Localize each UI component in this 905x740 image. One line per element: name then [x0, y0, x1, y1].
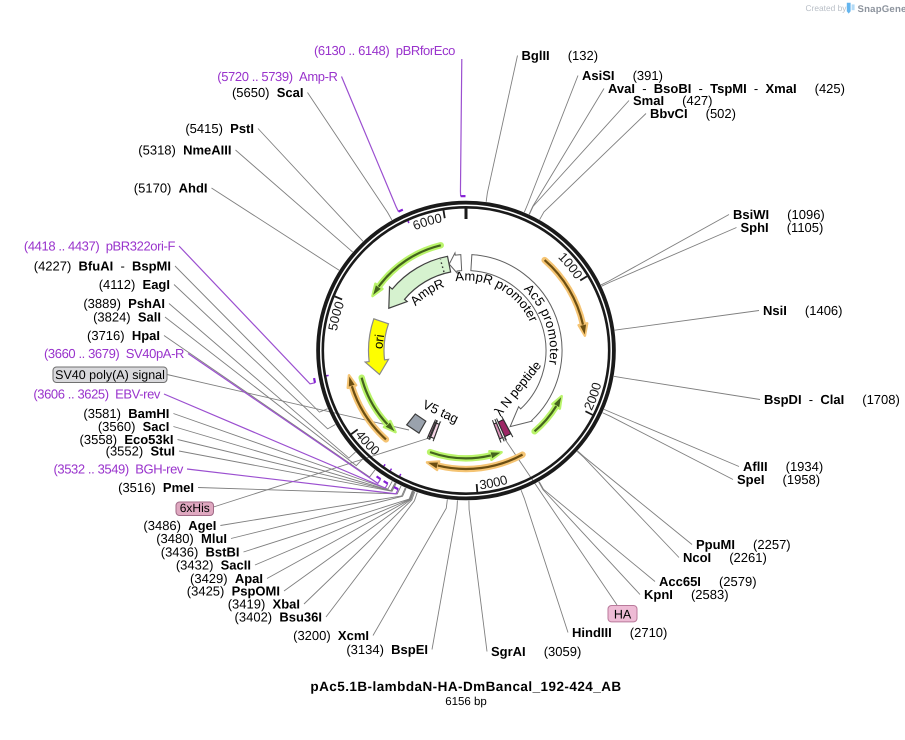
svg-text:(3486) AgeI: (3486) AgeI [143, 518, 216, 533]
svg-text:(5720 .. 5739) Amp-R: (5720 .. 5739) Amp-R [217, 69, 337, 84]
svg-text:pAc5.1B-lambdaN-HA-DmBancal_19: pAc5.1B-lambdaN-HA-DmBancal_192-424_AB [310, 679, 621, 694]
svg-text:(3480) MluI: (3480) MluI [156, 531, 227, 546]
svg-text:(3560) SacI: (3560) SacI [98, 419, 170, 434]
svg-text:(3552) StuI: (3552) StuI [106, 444, 175, 459]
svg-text:(3425) PspOMI: (3425) PspOMI [187, 584, 280, 599]
svg-text:BbvCI (502): BbvCI (502) [650, 106, 736, 121]
svg-text:NsiI (1406): NsiI (1406) [763, 303, 842, 318]
svg-text:(3200) XcmI: (3200) XcmI [293, 628, 369, 643]
svg-text:SnapGene: SnapGene [858, 4, 905, 15]
svg-text:(3429) ApaI: (3429) ApaI [190, 571, 263, 586]
svg-text:Acc65I (2579): Acc65I (2579) [659, 574, 757, 589]
svg-text:(3432) SacII: (3432) SacII [176, 558, 251, 573]
svg-text:AflII (1934): AflII (1934) [743, 459, 823, 474]
svg-text:(6130 .. 6148) pBRforEco: (6130 .. 6148) pBRforEco [314, 43, 455, 58]
svg-text:(4112) EagI: (4112) EagI [99, 277, 170, 292]
svg-text:(3581) BamHI: (3581) BamHI [83, 406, 169, 421]
svg-text:SmaI (427): SmaI (427) [633, 93, 713, 108]
svg-text:PpuMI (2257): PpuMI (2257) [696, 537, 791, 552]
svg-text:(3824) SalI: (3824) SalI [93, 310, 161, 325]
svg-text:5000: 5000 [325, 299, 347, 332]
svg-text:BspDI - ClaI (1708): BspDI - ClaI (1708) [764, 392, 900, 407]
svg-text:(5415) PstI: (5415) PstI [185, 121, 254, 136]
svg-text:(3532 .. 3549) BGH-rev: (3532 .. 3549) BGH-rev [53, 462, 183, 477]
svg-text:(5318) NmeAIII: (5318) NmeAIII [138, 143, 231, 158]
svg-text:ori: ori [370, 333, 387, 349]
svg-text:6156 bp: 6156 bp [445, 696, 487, 708]
svg-text:(3606 .. 3625) EBV-rev: (3606 .. 3625) EBV-rev [33, 387, 161, 402]
svg-text:(3436) BstBI: (3436) BstBI [161, 545, 240, 560]
svg-text:AsiSI (391): AsiSI (391) [582, 68, 663, 83]
svg-text:SpeI (1958): SpeI (1958) [737, 472, 820, 487]
svg-text:SphI (1105): SphI (1105) [741, 220, 824, 235]
svg-text:(3402) Bsu36I: (3402) Bsu36I [235, 610, 322, 625]
svg-text:NcoI (2261): NcoI (2261) [683, 550, 767, 565]
svg-text:(3716) HpaI: (3716) HpaI [87, 328, 160, 343]
svg-text:3000: 3000 [478, 472, 509, 492]
svg-text:(4418 .. 4437) pBR322ori-F: (4418 .. 4437) pBR322ori-F [24, 239, 176, 254]
svg-text:BsiWI (1096): BsiWI (1096) [733, 207, 825, 222]
svg-text:(3889) PshAI: (3889) PshAI [83, 296, 165, 311]
svg-text:SV40 poly(A) signal: SV40 poly(A) signal [55, 368, 165, 382]
svg-text:AvaI - BsoBI - TspMI - X: AvaI - BsoBI - TspMI - XmaI (425) [608, 81, 845, 96]
svg-text:6000: 6000 [411, 210, 444, 233]
svg-text:HindIII (2710): HindIII (2710) [572, 625, 667, 640]
svg-text:(3516) PmeI: (3516) PmeI [118, 480, 194, 495]
svg-text:KpnI (2583): KpnI (2583) [644, 587, 729, 602]
svg-text:Created by: Created by [806, 3, 848, 13]
svg-text:(3558) Eco53kI: (3558) Eco53kI [80, 432, 174, 447]
svg-text:6xHis: 6xHis [180, 501, 210, 515]
svg-text:HA: HA [614, 607, 632, 621]
svg-text:(5170) AhdI: (5170) AhdI [134, 181, 208, 196]
svg-text:(4227) BfuAI - BspMI: (4227) BfuAI - BspMI [34, 259, 171, 274]
svg-text:SgrAI (3059): SgrAI (3059) [491, 644, 581, 659]
svg-text:(3134) BspEI: (3134) BspEI [346, 642, 428, 657]
svg-text:(3419) XbaI: (3419) XbaI [228, 597, 300, 612]
svg-text:(5650) ScaI: (5650) ScaI [232, 85, 304, 100]
svg-text:(3660 .. 3679) SV40pA-R: (3660 .. 3679) SV40pA-R [44, 346, 184, 361]
svg-text:BglII (132): BglII (132) [522, 48, 599, 63]
